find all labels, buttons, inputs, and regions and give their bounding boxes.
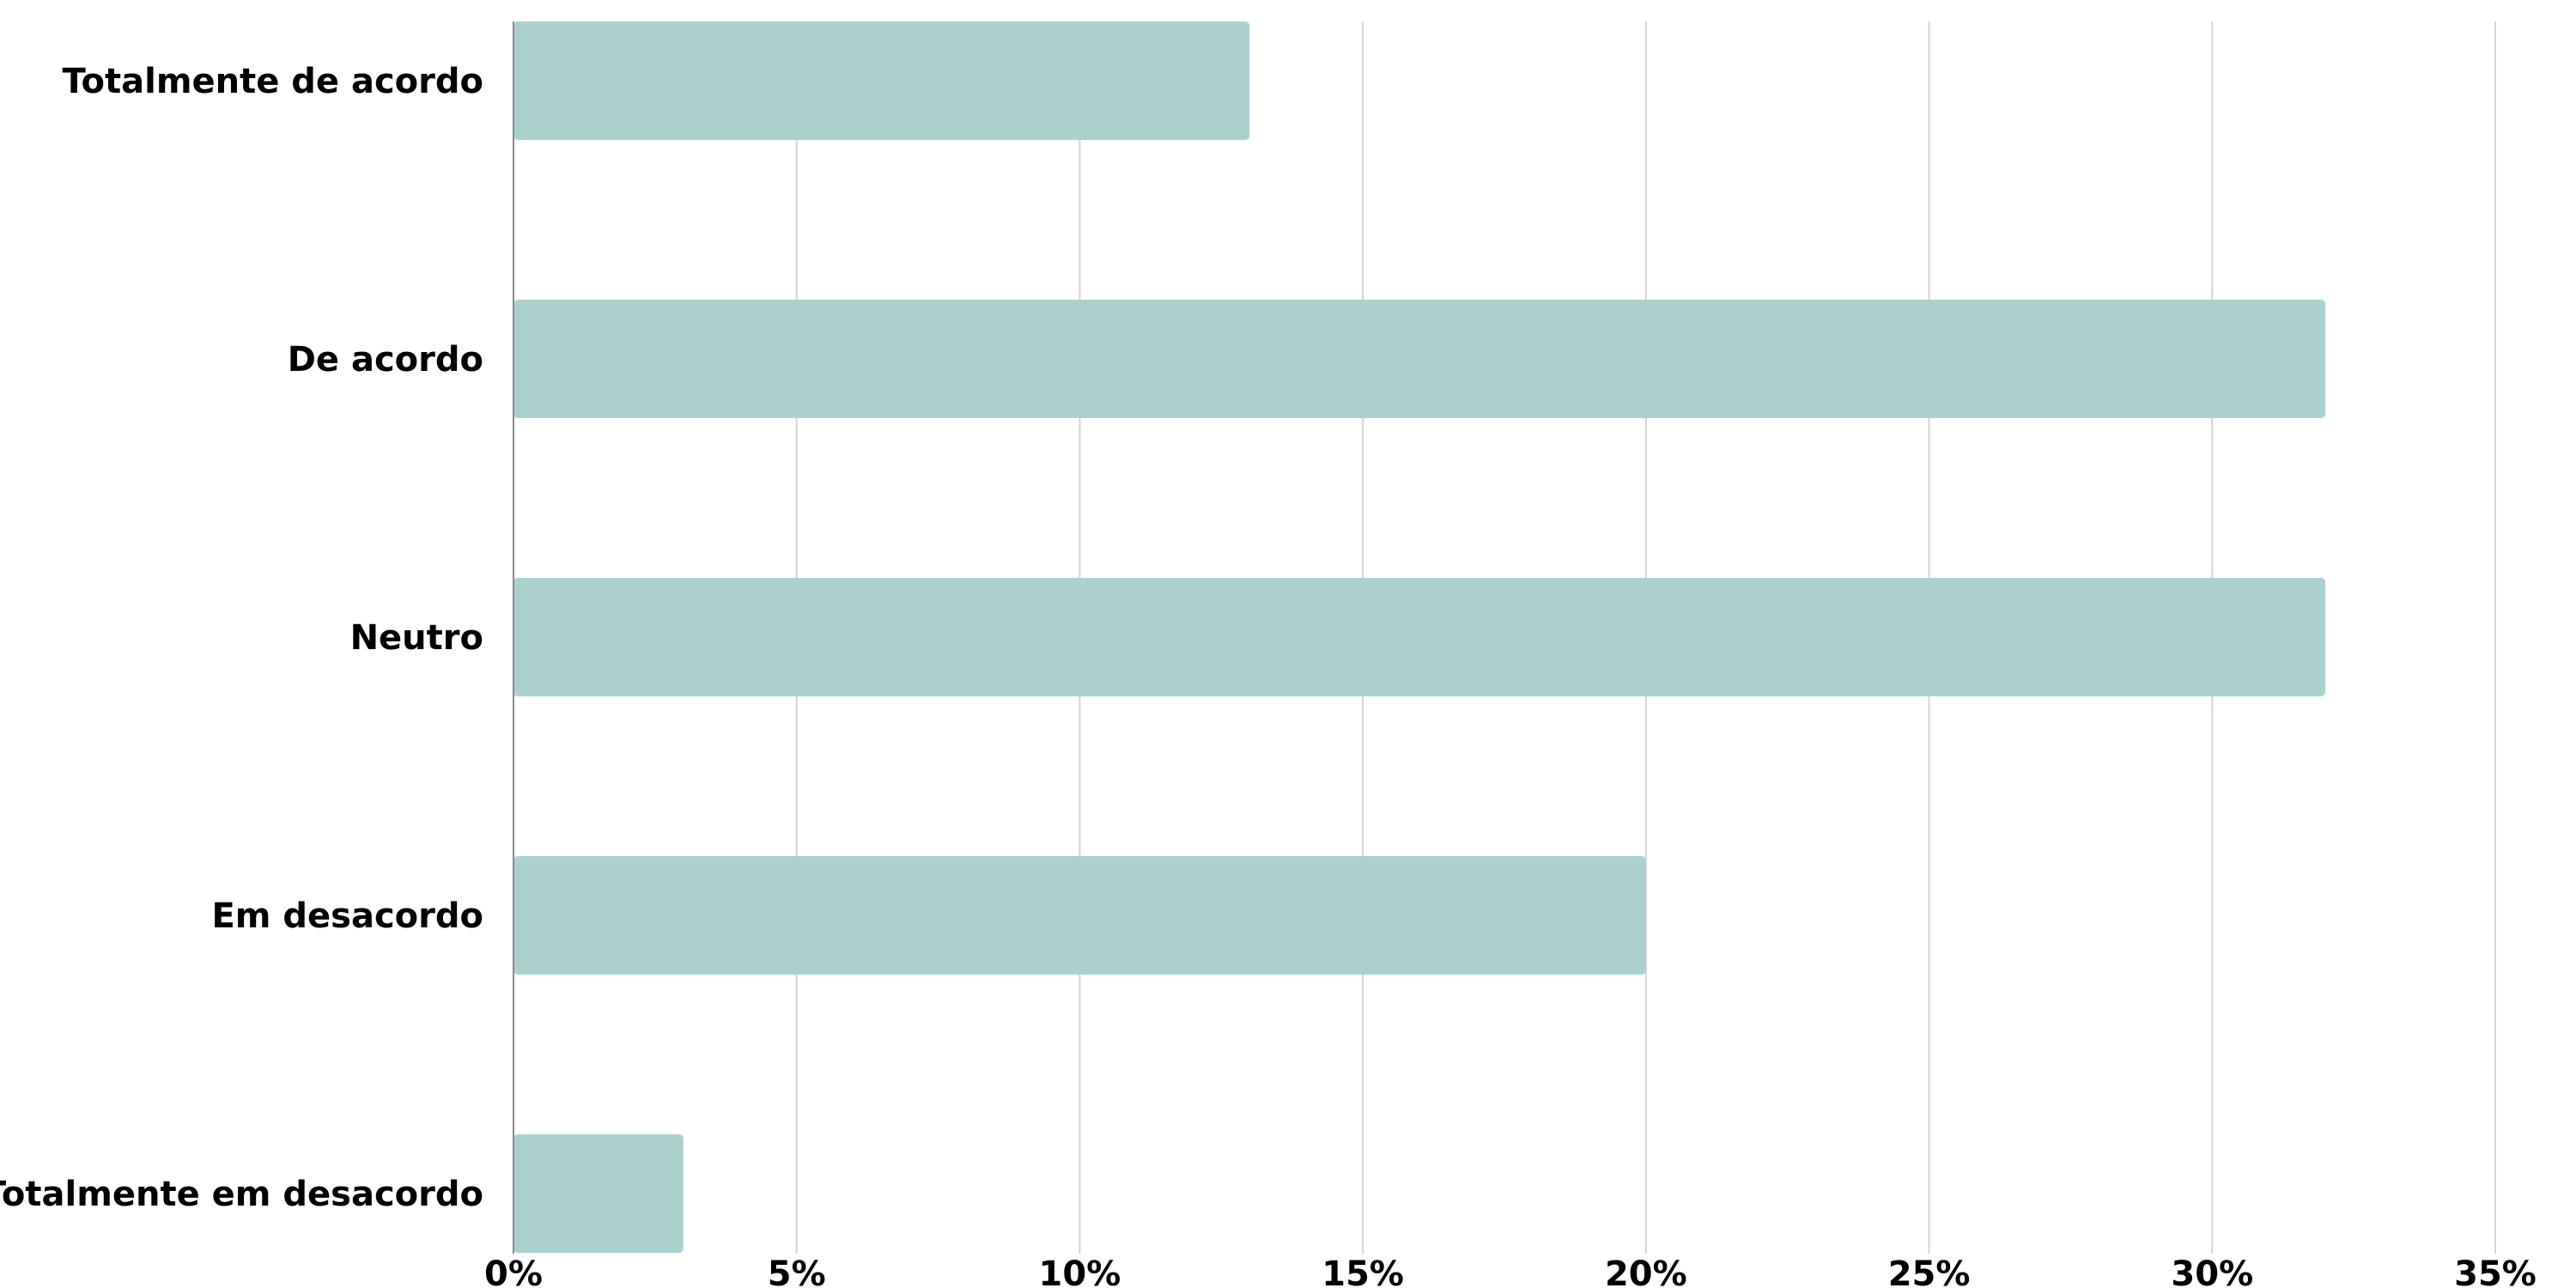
bar (513, 578, 2326, 696)
x-tick-label: 10% (1039, 1255, 1121, 1288)
bar (513, 21, 1250, 140)
category-label: Totalmente de acordo (63, 62, 483, 101)
x-tick-labels: 0% 5% 10% 15% 20% 25% 30% 35% (484, 1255, 2537, 1288)
category-label: Em desacordo (211, 896, 483, 936)
category-label: De acordo (288, 340, 483, 380)
category-label: Totalmente em desacordo (0, 1175, 483, 1214)
x-tick-label: 30% (2171, 1255, 2253, 1288)
x-tick-label: 15% (1321, 1255, 1404, 1288)
x-tick-label: 0% (484, 1255, 543, 1288)
bar (513, 300, 2326, 418)
x-tick-label: 20% (1605, 1255, 1687, 1288)
x-tick-label: 35% (2454, 1255, 2537, 1288)
category-label: Neutro (350, 618, 483, 658)
x-tick-label: 25% (1888, 1255, 1971, 1288)
x-tick-label: 5% (768, 1255, 826, 1288)
bars (513, 21, 2326, 1253)
category-labels: Totalmente de acordo De acordo Neutro Em de… (0, 62, 483, 1214)
bar (513, 856, 1646, 975)
bar (513, 1134, 683, 1253)
